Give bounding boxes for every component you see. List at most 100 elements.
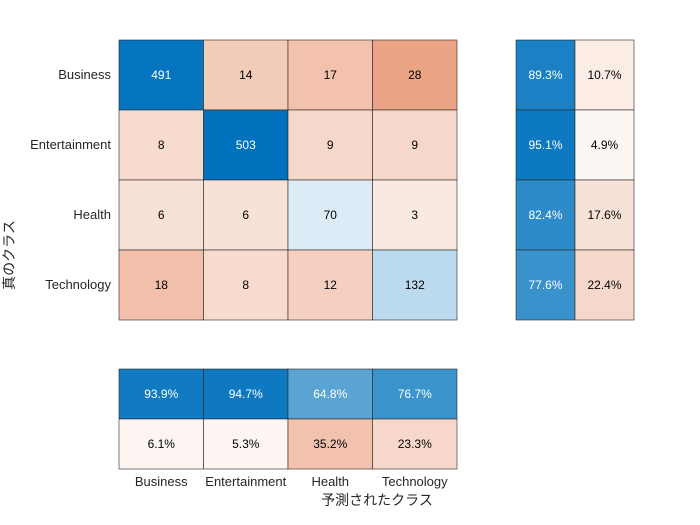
y-tick-0: Business xyxy=(58,67,111,82)
matrix-cell-1-1-label: 503 xyxy=(236,138,256,152)
matrix-cell-0-0: 491 xyxy=(118,39,204,111)
col-summary-incorrect-1-label: 5.3% xyxy=(232,437,260,451)
row-summary-correct-3-rect xyxy=(515,249,576,321)
col-summary-correct-2-rect xyxy=(287,368,373,420)
matrix-cell-1-2-label: 9 xyxy=(327,138,334,152)
col-summary-correct-1: 94.7% xyxy=(203,368,289,420)
matrix-cell-0-2-rect xyxy=(287,39,373,111)
matrix-cell-3-1-label: 8 xyxy=(242,278,249,292)
row-summary-incorrect-3-label: 22.4% xyxy=(587,278,621,292)
row-summary-incorrect-2: 17.6% xyxy=(574,179,635,251)
y-tick-1: Entertainment xyxy=(30,137,111,152)
col-summary-correct-1-label: 94.7% xyxy=(229,387,263,401)
col-summary-correct-2-label: 64.8% xyxy=(313,387,347,401)
matrix-cell-3-2-rect xyxy=(287,249,373,321)
row-summary-incorrect-0-label: 10.7% xyxy=(587,68,621,82)
matrix-cell-0-2: 17 xyxy=(287,39,373,111)
x-tick-0: Business xyxy=(135,474,188,489)
col-summary-correct-0: 93.9% xyxy=(118,368,204,420)
matrix-cell-0-2-label: 17 xyxy=(324,68,338,82)
matrix-cell-2-2-label: 70 xyxy=(324,208,338,222)
matrix-cell-0-1-label: 14 xyxy=(239,68,253,82)
row-summary-incorrect-1-label: 4.9% xyxy=(591,138,619,152)
row-summary-correct-1-rect xyxy=(515,109,576,181)
row-summary-incorrect-0-rect xyxy=(574,39,635,111)
col-summary-correct-3-rect xyxy=(372,368,458,420)
row-summary-incorrect-2-rect xyxy=(574,179,635,251)
matrix-cell-1-3: 9 xyxy=(372,109,458,181)
matrix-cell-2-3-rect xyxy=(372,179,458,251)
x-tick-3: Technology xyxy=(382,474,448,489)
matrix-cell-1-0: 8 xyxy=(118,109,204,181)
y-tick-3: Technology xyxy=(45,277,111,292)
matrix-cell-1-3-label: 9 xyxy=(411,138,418,152)
col-summary-correct-0-label: 93.9% xyxy=(144,387,178,401)
col-summary-incorrect-2-label: 35.2% xyxy=(313,437,347,451)
col-summary-incorrect-1: 5.3% xyxy=(203,418,289,470)
matrix-cell-1-1: 503 xyxy=(203,109,289,181)
matrix-cell-2-1-label: 6 xyxy=(242,208,249,222)
col-summary-correct-3: 76.7% xyxy=(372,368,458,420)
col-summary-correct-0-rect xyxy=(118,368,204,420)
row-summary-correct-1-label: 95.1% xyxy=(528,138,562,152)
row-summary-incorrect-3-rect xyxy=(574,249,635,321)
matrix-cell-0-3: 28 xyxy=(372,39,458,111)
matrix-cell-1-3-rect xyxy=(372,109,458,181)
matrix-cell-3-0-label: 18 xyxy=(155,278,169,292)
col-summary-incorrect-3: 23.3% xyxy=(372,418,458,470)
col-summary-incorrect-0-label: 6.1% xyxy=(148,437,176,451)
matrix-cell-1-0-label: 8 xyxy=(158,138,165,152)
col-summary-correct-3-label: 76.7% xyxy=(398,387,432,401)
row-summary-correct-2-rect xyxy=(515,179,576,251)
matrix-cell-0-3-label: 28 xyxy=(408,68,422,82)
y-axis-label: 真のクラス xyxy=(2,220,18,290)
matrix-cell-2-3: 3 xyxy=(372,179,458,251)
matrix-cell-1-1-rect xyxy=(203,109,289,181)
matrix-cell-1-2: 9 xyxy=(287,109,373,181)
matrix-cell-3-2: 12 xyxy=(287,249,373,321)
col-summary-incorrect-3-label: 23.3% xyxy=(398,437,432,451)
matrix-cell-3-0: 18 xyxy=(118,249,204,321)
row-summary-incorrect-3: 22.4% xyxy=(574,249,635,321)
matrix-cell-2-0: 6 xyxy=(118,179,204,251)
row-summary-correct-2: 82.4% xyxy=(515,179,576,251)
matrix-cell-3-2-label: 12 xyxy=(324,278,338,292)
row-summary-correct-0-rect xyxy=(515,39,576,111)
matrix-cell-1-0-rect xyxy=(118,109,204,181)
confusion-matrix: 491 14 17 28 8 503 9 9 6 6 70 3 18 8 12 132 xyxy=(118,39,458,321)
matrix-cell-2-2: 70 xyxy=(287,179,373,251)
column-summary: 93.9% 94.7% 64.8% 76.7% 6.1% 5.3% 35.2% 23.3% xyxy=(118,368,458,470)
matrix-cell-3-3-label: 132 xyxy=(405,278,425,292)
x-tick-2: Health xyxy=(311,474,349,489)
col-summary-incorrect-3-rect xyxy=(372,418,458,470)
matrix-cell-3-3-rect xyxy=(372,249,458,321)
matrix-cell-0-0-label: 491 xyxy=(151,68,171,82)
row-summary-correct-2-label: 82.4% xyxy=(528,208,562,222)
row-summary-correct-0-label: 89.3% xyxy=(528,68,562,82)
row-summary-incorrect-0: 10.7% xyxy=(574,39,635,111)
row-summary-correct-0: 89.3% xyxy=(515,39,576,111)
matrix-cell-3-3: 132 xyxy=(372,249,458,321)
matrix-cell-2-1: 6 xyxy=(203,179,289,251)
col-summary-incorrect-2: 35.2% xyxy=(287,418,373,470)
matrix-cell-3-1-rect xyxy=(203,249,289,321)
x-tick-1: Entertainment xyxy=(205,474,286,489)
row-summary-incorrect-1: 4.9% xyxy=(574,109,635,181)
matrix-cell-0-0-rect xyxy=(118,39,204,111)
matrix-cell-2-0-label: 6 xyxy=(158,208,165,222)
col-summary-incorrect-2-rect xyxy=(287,418,373,470)
col-summary-incorrect-0: 6.1% xyxy=(118,418,204,470)
matrix-cell-3-0-rect xyxy=(118,249,204,321)
matrix-cell-0-3-rect xyxy=(372,39,458,111)
col-summary-incorrect-0-rect xyxy=(118,418,204,470)
y-tick-2: Health xyxy=(73,207,111,222)
x-axis-label: 予測されたクラス xyxy=(321,493,433,509)
matrix-cell-0-1: 14 xyxy=(203,39,289,111)
matrix-cell-0-1-rect xyxy=(203,39,289,111)
row-summary-correct-3: 77.6% xyxy=(515,249,576,321)
row-summary-correct-3-label: 77.6% xyxy=(528,278,562,292)
matrix-cell-2-1-rect xyxy=(203,179,289,251)
y-tick-labels: Business Entertainment Health Technology xyxy=(30,67,111,292)
matrix-cell-3-1: 8 xyxy=(203,249,289,321)
